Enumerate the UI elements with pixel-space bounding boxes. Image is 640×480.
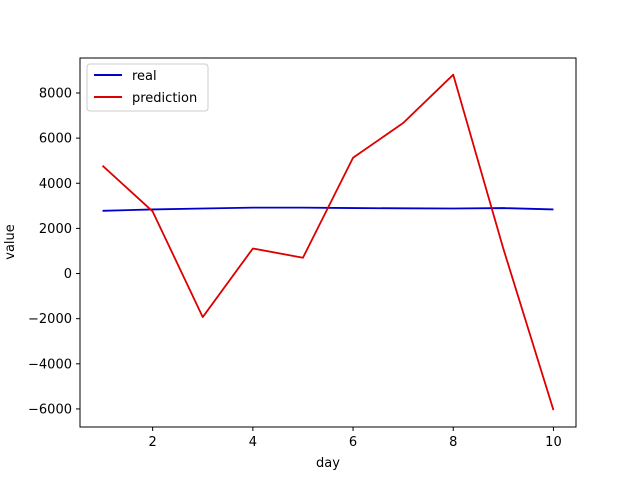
y-tick-label: 0 bbox=[64, 267, 72, 282]
plot-area bbox=[80, 58, 576, 427]
y-axis-label: value bbox=[3, 224, 18, 260]
plot-frame bbox=[79, 57, 577, 428]
series-line-prediction bbox=[101, 73, 555, 411]
legend: real prediction bbox=[86, 63, 209, 112]
y-axis-ticks: −6000 −4000 −2000 0 2000 4000 6000 8000 bbox=[28, 86, 80, 417]
x-tick-label: 4 bbox=[249, 435, 257, 450]
y-tick-label: 8000 bbox=[39, 86, 72, 101]
y-tick-label: −2000 bbox=[28, 312, 72, 327]
x-tick-label: 8 bbox=[449, 435, 457, 450]
y-tick-label: 4000 bbox=[39, 177, 72, 192]
x-tick-label: 10 bbox=[545, 435, 562, 450]
x-axis-ticks: 2 4 6 8 10 bbox=[149, 427, 562, 450]
y-tick-label: 6000 bbox=[39, 132, 72, 147]
x-tick-label: 6 bbox=[349, 435, 357, 450]
x-axis-label: day bbox=[316, 456, 340, 471]
series-layer bbox=[101, 73, 555, 411]
y-tick-label: 2000 bbox=[39, 222, 72, 237]
legend-label-prediction: prediction bbox=[132, 91, 197, 106]
y-tick-label: −4000 bbox=[28, 357, 72, 372]
x-tick-label: 2 bbox=[149, 435, 157, 450]
legend-label-real: real bbox=[132, 69, 157, 84]
y-tick-label: −6000 bbox=[28, 402, 72, 417]
